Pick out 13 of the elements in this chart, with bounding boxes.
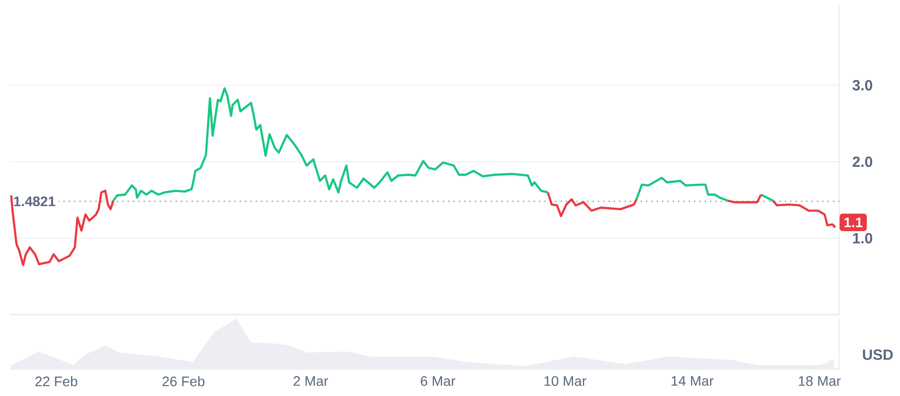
y-tick-label: 3.0 bbox=[852, 80, 872, 91]
x-tick-label: 2 Mar bbox=[294, 376, 328, 386]
y-axis-title: USD bbox=[862, 349, 893, 360]
x-tick-label: 26 Feb bbox=[162, 376, 204, 386]
x-tick-label: 14 Mar bbox=[672, 376, 714, 386]
x-tick-label: 18 Mar bbox=[798, 376, 841, 386]
ref-line-label: 1.4821 bbox=[14, 196, 56, 206]
x-tick-label: 22 Feb bbox=[35, 376, 78, 386]
y-tick-label: 2.0 bbox=[852, 156, 872, 168]
x-tick-label: 6 Mar bbox=[420, 376, 456, 386]
x-tick-label: 10 Mar bbox=[544, 376, 586, 386]
y-tick-label: 1.0 bbox=[853, 233, 872, 244]
annotation: 1.1 bbox=[844, 218, 862, 228]
